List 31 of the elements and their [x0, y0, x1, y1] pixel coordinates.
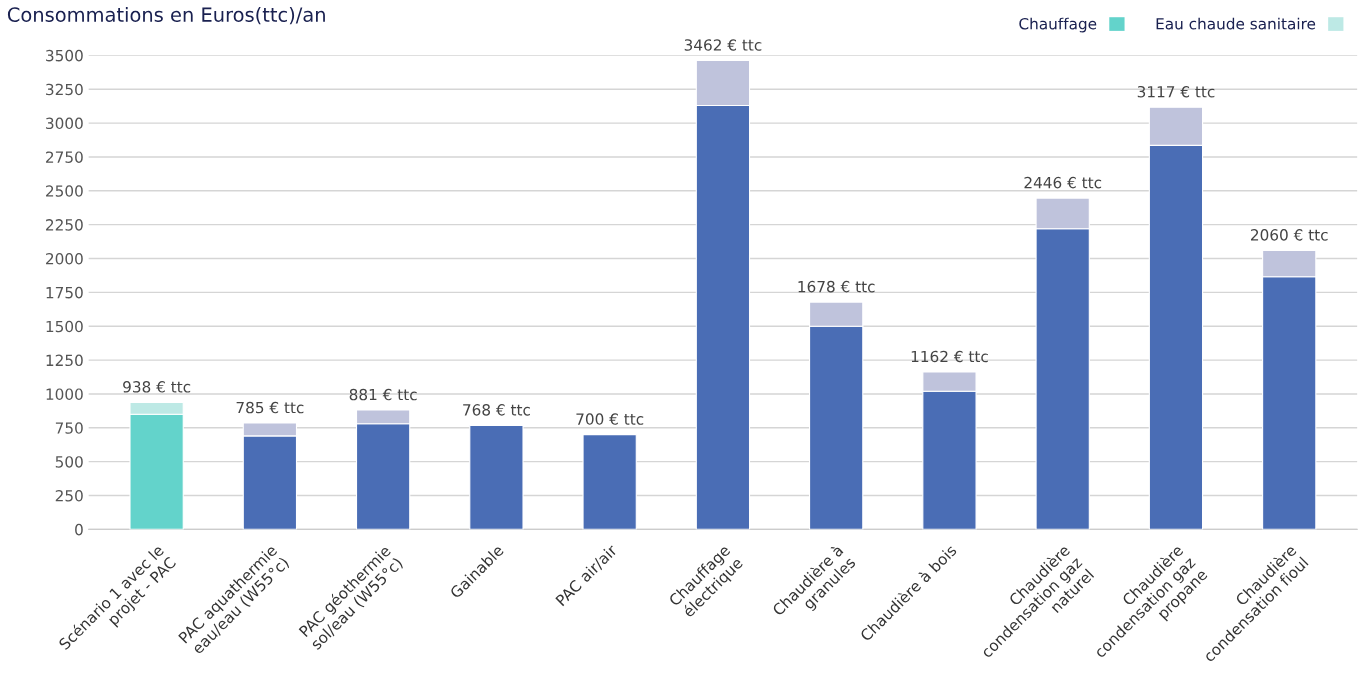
total-label: 785 € ttc — [236, 401, 304, 414]
legend-label: Chauffage — [1019, 17, 1097, 33]
y-tick-label: 0 — [75, 523, 83, 536]
y-tick-label: 500 — [55, 456, 83, 468]
legend-label: Eau chaude sanitaire — [1156, 17, 1316, 30]
total-label: 3462 € ttc — [684, 39, 762, 51]
total-label: 1162 € ttc — [911, 350, 988, 363]
total-label: 2060 € ttc — [1251, 229, 1328, 241]
y-tick-label: 1250 — [46, 354, 83, 367]
y-tick-label: 750 — [55, 422, 83, 434]
y-tick-label: 1000 — [46, 388, 83, 400]
total-label: 881 € ttc — [349, 388, 417, 401]
total-label: 768 € ttc — [463, 404, 530, 416]
bar — [582, 434, 637, 530]
y-tick-label: 3000 — [46, 117, 83, 130]
total-label: 1678 € ttc — [798, 280, 875, 293]
y-tick-label: 2750 — [46, 151, 83, 163]
chart-title: Consommations en Euros(ttc)/an — [7, 6, 325, 25]
total-label: 700 € ttc — [576, 413, 644, 425]
y-tick-label: 1500 — [46, 320, 83, 333]
y-tick-label: 2250 — [46, 219, 83, 231]
y-tick-label: 3250 — [46, 83, 83, 96]
total-label: 938 € ttc — [123, 381, 191, 393]
y-tick-label: 2000 — [46, 252, 83, 265]
total-label: 3117 € ttc — [1137, 85, 1215, 98]
y-tick-label: 3500 — [46, 49, 83, 62]
y-tick-label: 2500 — [46, 185, 83, 197]
y-tick-label: 1750 — [46, 286, 83, 299]
y-tick-label: 250 — [55, 489, 83, 502]
total-label: 2446 € ttc — [1024, 176, 1102, 189]
bar — [469, 424, 524, 530]
